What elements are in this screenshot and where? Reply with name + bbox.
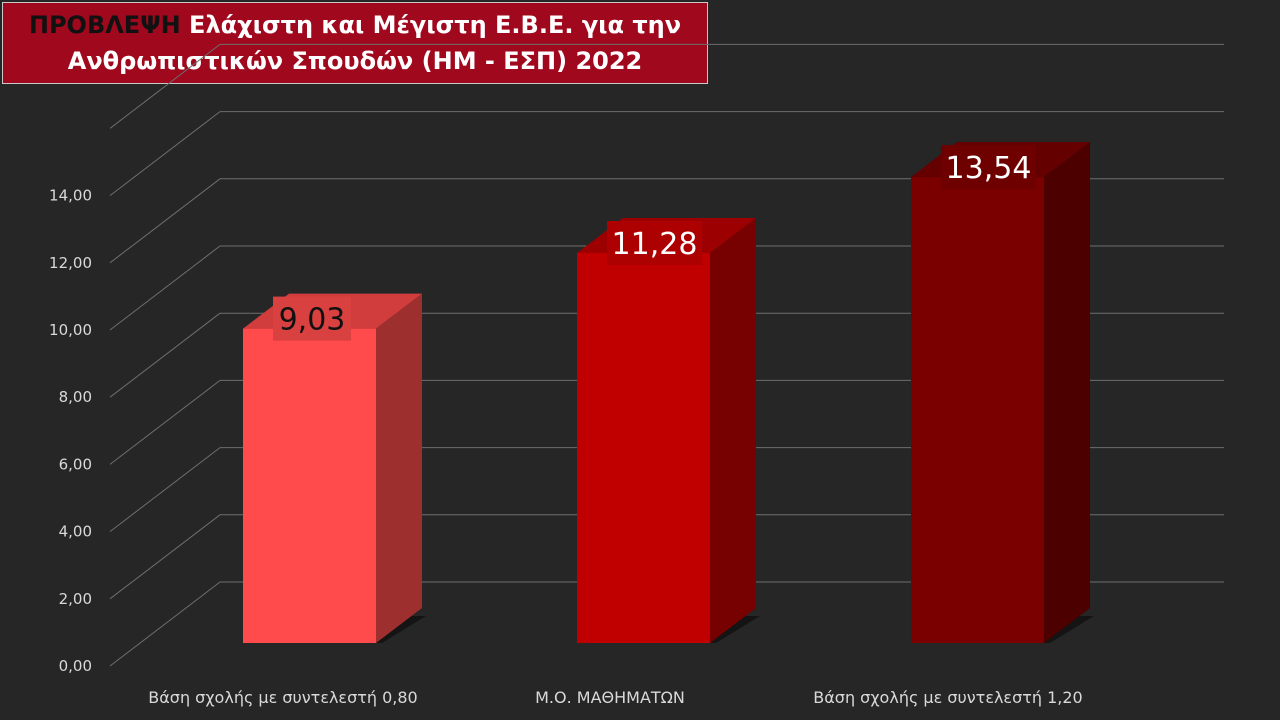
y-tick-label: 8,00 xyxy=(59,388,92,406)
x-category-label: Βάση σχολής με συντελεστή 1,20 xyxy=(813,688,1082,707)
y-tick-label: 0,00 xyxy=(59,657,92,675)
x-category-label: Μ.Ο. ΜΑΘΗΜΑΤΩΝ xyxy=(535,688,685,707)
gridline-diagonal xyxy=(109,380,221,465)
chart-title-line-1-rest: Ελάχιστη και Μέγιστη Ε.Β.Ε. για την xyxy=(180,11,682,39)
data-label: 9,03 xyxy=(279,303,346,338)
chart-title-line-2: Ανθρωπιστικών Σπουδών (ΗΜ - ΕΣΠ) 2022 xyxy=(67,47,643,75)
y-tick-label: 10,00 xyxy=(49,321,92,339)
y-tick-label: 2,00 xyxy=(59,590,92,608)
y-tick-label: 6,00 xyxy=(59,455,92,473)
bar xyxy=(911,177,1044,643)
data-label-box xyxy=(941,145,1036,190)
x-category-label: Βάση σχολής με συντελεστή 0,80 xyxy=(148,688,417,707)
gridline-diagonal xyxy=(109,514,221,600)
gridline-diagonal xyxy=(109,178,221,264)
bar-side-face xyxy=(710,217,756,643)
y-tick-label: 14,00 xyxy=(49,187,92,205)
chart-title: ΠΡΟΒΛΕΨΗ Ελάχιστη και Μέγιστη Ε.Β.Ε. για… xyxy=(2,2,708,84)
chart-title-line-1: ΠΡΟΒΛΕΨΗ Ελάχιστη και Μέγιστη Ε.Β.Ε. για… xyxy=(3,7,707,43)
y-tick-label: 12,00 xyxy=(49,254,92,272)
y-tick-label: 4,00 xyxy=(59,523,92,541)
chart-title-prefix: ΠΡΟΒΛΕΨΗ xyxy=(28,11,181,39)
data-label: 11,28 xyxy=(612,227,698,262)
gridline-diagonal xyxy=(109,312,221,398)
data-label-box xyxy=(273,296,351,341)
data-label: 13,54 xyxy=(946,151,1032,186)
bar-side-face xyxy=(1044,142,1090,643)
gridline-diagonal xyxy=(109,245,221,331)
data-label-box xyxy=(607,220,702,265)
bar-side-face xyxy=(376,293,422,643)
bar xyxy=(577,252,710,643)
gridline-diagonal xyxy=(109,581,221,667)
bar xyxy=(243,328,376,643)
gridline-diagonal xyxy=(109,111,221,196)
gridline-diagonal xyxy=(109,447,221,532)
gridline-diagonal xyxy=(109,44,221,129)
